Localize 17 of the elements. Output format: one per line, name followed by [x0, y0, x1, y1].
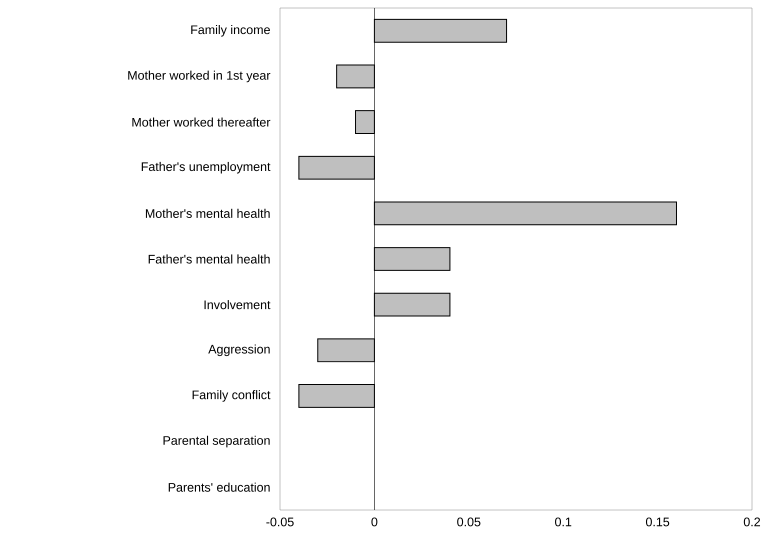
- y-tick-label: Involvement: [204, 300, 270, 310]
- y-tick-label: Family conflict: [192, 390, 270, 402]
- y-tick-label: Parents' education: [168, 482, 270, 492]
- y-tick-label: Mother worked in 1st year: [128, 70, 270, 82]
- x-tick-label: 0: [371, 518, 378, 526]
- y-tick-label: Father's unemployment: [142, 162, 270, 174]
- x-tick-label: -0.05: [266, 518, 294, 526]
- y-tick-label: Family income: [191, 25, 270, 37]
- y-tick-label: Aggression: [208, 344, 270, 356]
- x-tick-label: 0.1: [555, 518, 572, 526]
- x-tick-label: 0.2: [744, 518, 760, 526]
- y-tick-label: Parental separation: [164, 436, 270, 448]
- y-tick-label: Mother worked thereafter: [132, 118, 270, 127]
- y-tick-label: Father's mental health: [148, 254, 270, 264]
- x-tick-label: 0.15: [646, 518, 670, 526]
- y-tick-label: Mother's mental health: [146, 208, 270, 218]
- x-tick-label: 0.05: [457, 518, 480, 526]
